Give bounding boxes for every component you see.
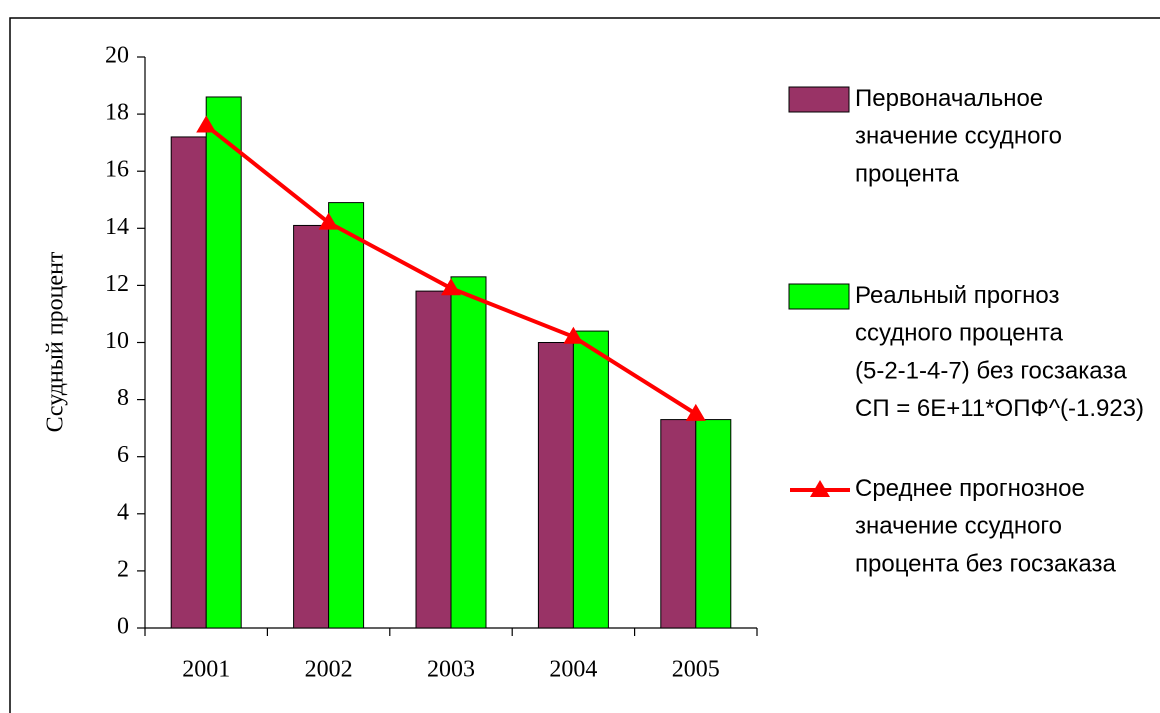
legend-label: Первоначальное значение ссудного процент… [855,85,1069,187]
line-marker [196,115,217,133]
legend-line-text: процента без госзаказа [855,551,1117,578]
line-marker [685,403,706,421]
x-tick-label: 2005 [672,657,720,683]
bar [205,96,242,629]
y-tick-label: 0 [117,614,129,640]
legend-line-text: значение ссудного [855,513,1069,540]
y-tick-label: 18 [105,100,129,126]
x-tick-label: 2003 [427,657,475,683]
legend-line-text: СП = 6E+11*ОПФ^(-1.923) [855,395,1144,422]
legend-line-text: Первоначальное [855,85,1050,112]
y-tick-label: 2 [117,556,129,582]
legend-label: Среднее прогнозное значение ссудного про… [855,475,1117,577]
line-marker [563,326,584,344]
y-tick-label: 4 [117,499,129,525]
y-tick-label: 12 [105,271,129,297]
y-tick-label: 16 [105,157,129,183]
x-tick-label: 2001 [182,657,230,683]
y-tick-label: 8 [117,385,129,411]
legend-line-text: ссудного процента [855,320,1070,347]
x-tick-label: 2004 [549,657,597,683]
bar [450,276,487,629]
legend-swatch [788,283,850,310]
y-axis-label: Ссудный процент [43,251,69,432]
bar [415,290,452,629]
legend-marker [810,480,830,497]
bar [695,419,732,629]
legend-line-text: (5-2-1-4-7) без госзаказа [855,358,1133,385]
bar [293,224,330,629]
bar [660,419,697,629]
legend-line-text: Среднее прогнозное [855,475,1092,502]
y-tick-label: 14 [105,214,129,240]
legend-line-text: Реальный прогноз [855,282,1066,309]
x-tick-label: 2002 [305,657,353,683]
y-tick-label: 20 [105,43,129,69]
bar [572,330,609,629]
legend-label: Реальный прогноз ссудного процента (5-2-… [855,282,1144,422]
legend-line-text: значение ссудного [855,123,1069,150]
line-marker [441,278,461,296]
legend-line-text: процента [855,161,959,188]
y-tick-label: 6 [117,442,129,468]
legend-swatch [788,86,850,113]
bar [537,342,574,629]
y-tick-label: 10 [105,328,129,354]
bar [328,202,365,629]
bar [170,136,207,629]
line-marker [318,212,339,230]
